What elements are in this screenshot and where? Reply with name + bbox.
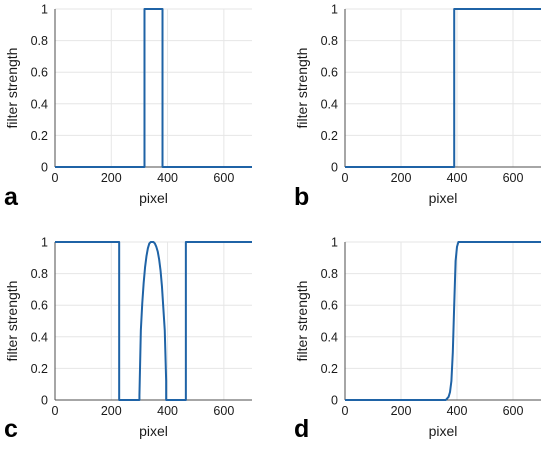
series-line (345, 8, 541, 168)
panel-a: 0 200 400 600 0 0.2 0.4 0.6 0.8 1 pixel filter stre… (4, 3, 252, 211)
x-tick-label: 200 (391, 404, 412, 418)
y-tick-label: 0.4 (31, 330, 48, 344)
x-tick-label: 0 (52, 171, 59, 185)
y-tick-label: 0.8 (321, 267, 338, 281)
y-tick-label: 0 (331, 394, 338, 408)
series-line (345, 241, 541, 401)
x-tick-label: 0 (342, 404, 349, 418)
x-axis-label: pixel (139, 423, 168, 439)
y-tick-label: 0.8 (321, 34, 338, 48)
y-tick-label: 1 (331, 3, 338, 17)
y-tick-label: 0 (41, 161, 48, 175)
x-axis-label: pixel (429, 423, 458, 439)
x-tick-label: 600 (213, 404, 234, 418)
y-tick-label: 0.2 (31, 362, 48, 376)
x-axis-label: pixel (139, 190, 168, 206)
x-tick-label: 600 (503, 404, 524, 418)
panel-c: 0 200 400 600 0 0.2 0.4 0.6 0.8 1 pixel filter stre… (4, 236, 252, 443)
y-tick-label: 0.6 (31, 299, 48, 313)
x-tick-label: 600 (503, 171, 524, 185)
panel-letter: c (4, 415, 18, 443)
y-tick-label: 0.2 (321, 362, 338, 376)
y-axis-label: filter strength (4, 48, 20, 129)
y-tick-label: 0.4 (31, 97, 48, 111)
y-axis-label: filter strength (294, 48, 310, 129)
y-tick-label: 1 (41, 236, 48, 250)
panel-b: 0 200 400 600 0 0.2 0.4 0.6 0.8 1 pixel filter stre… (294, 3, 541, 211)
x-tick-label: 400 (447, 404, 468, 418)
x-tick-label: 200 (101, 404, 122, 418)
x-tick-label: 400 (157, 171, 178, 185)
x-tick-label: 200 (391, 171, 412, 185)
y-tick-label: 0.2 (31, 129, 48, 143)
y-tick-label: 0 (331, 161, 338, 175)
y-tick-label: 1 (41, 3, 48, 17)
x-axis-label: pixel (429, 190, 458, 206)
y-tick-label: 0.8 (31, 267, 48, 281)
x-tick-label: 200 (101, 171, 122, 185)
y-tick-label: 0.8 (31, 34, 48, 48)
y-tick-label: 0.6 (321, 299, 338, 313)
x-tick-label: 0 (52, 404, 59, 418)
x-tick-label: 600 (213, 171, 234, 185)
y-tick-label: 0 (41, 394, 48, 408)
panel-letter: d (294, 415, 309, 443)
y-tick-label: 0.4 (321, 330, 338, 344)
y-axis-label: filter strength (4, 281, 20, 362)
y-tick-label: 0.4 (321, 97, 338, 111)
panel-letter: b (294, 183, 309, 211)
x-tick-label: 0 (342, 171, 349, 185)
y-tick-label: 0.6 (321, 66, 338, 80)
y-tick-label: 0.6 (31, 66, 48, 80)
y-tick-label: 1 (331, 236, 338, 250)
x-tick-label: 400 (157, 404, 178, 418)
series-line (55, 8, 252, 168)
panel-letter: a (4, 183, 19, 211)
series-line (55, 241, 252, 401)
y-tick-label: 0.2 (321, 129, 338, 143)
x-tick-label: 400 (447, 171, 468, 185)
panel-d: 0 200 400 600 0 0.2 0.4 0.6 0.8 1 pixel filter stre… (294, 236, 541, 443)
y-axis-label: filter strength (294, 281, 310, 362)
